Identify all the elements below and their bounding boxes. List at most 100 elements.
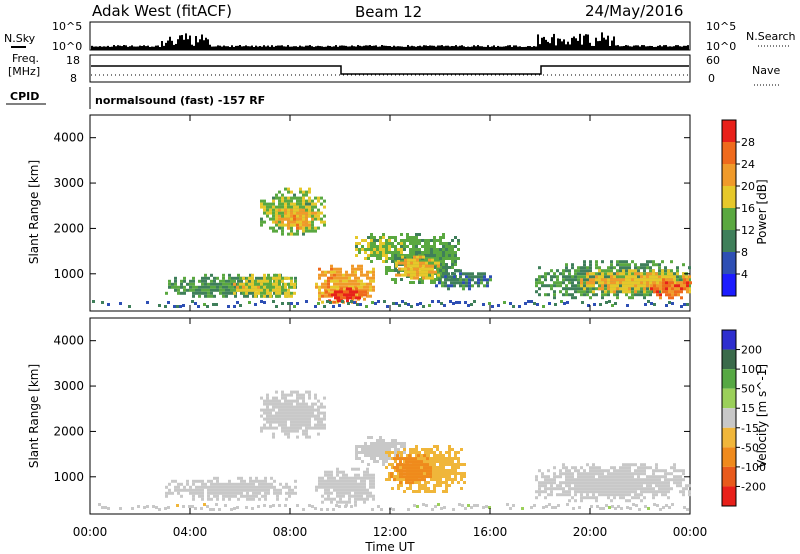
heatmap-cell [433, 236, 436, 239]
heatmap-cell [397, 248, 400, 251]
heatmap-cell [201, 276, 204, 280]
heatmap-cell [293, 408, 296, 412]
heatmap-cell [287, 220, 290, 224]
heatmap-cell [400, 248, 403, 251]
heatmap-cell [293, 411, 296, 415]
heatmap-cell [462, 278, 465, 282]
heatmap-cell [418, 254, 421, 257]
heatmap-cell [302, 393, 305, 397]
heatmap-cell [348, 485, 351, 489]
heatmap-cell [354, 482, 357, 486]
heatmap-cell [415, 233, 418, 236]
heatmap-cell [382, 460, 385, 463]
heatmap-cell [598, 475, 601, 479]
x-tick-label: 00:00 [73, 525, 108, 539]
count-bar [353, 46, 355, 50]
heatmap-cell [278, 276, 281, 280]
heatmap-cell [358, 251, 361, 254]
heatmap-cell [646, 490, 649, 494]
heatmap-cell [417, 469, 420, 473]
heatmap-cell [361, 451, 364, 454]
heatmap-cell [361, 448, 364, 451]
heatmap-cell [664, 472, 667, 476]
count-bar [505, 46, 507, 50]
heatmap-cell [354, 479, 357, 483]
heatmap-cell [308, 411, 311, 415]
heatmap-cell [604, 287, 607, 291]
heatmap-cell [640, 466, 643, 470]
heatmap-cell [296, 399, 299, 403]
heatmap-cell [302, 408, 305, 412]
count-bar [105, 46, 107, 50]
heatmap-cell [405, 475, 408, 479]
colorbar-segment [722, 330, 736, 350]
count-bar [425, 45, 427, 50]
heatmap-cell [388, 472, 391, 475]
count-bar [247, 46, 249, 50]
heatmap-cell [451, 481, 454, 484]
heatmap-cell [577, 269, 580, 273]
colorbar-segment [722, 388, 736, 409]
count-bar [343, 45, 345, 50]
heatmap-cell [379, 451, 382, 454]
count-bar [457, 46, 459, 50]
heatmap-cell [677, 293, 680, 297]
heatmap-cell [315, 488, 318, 492]
heatmap-cell [266, 396, 269, 400]
heatmap-cell [207, 497, 210, 501]
heatmap-cell [454, 257, 457, 260]
heatmap-cell [269, 426, 272, 430]
heatmap-cell [685, 275, 688, 279]
heatmap-cell [601, 493, 604, 497]
count-bar [297, 46, 299, 50]
heatmap-cell [410, 273, 413, 277]
heatmap-cell [613, 284, 616, 288]
y-tick-label: 1000 [53, 267, 84, 281]
heatmap-cell [293, 285, 296, 289]
count-bar [631, 46, 633, 50]
heatmap-cell [363, 500, 366, 504]
count-bar [439, 45, 441, 50]
count-bar [401, 46, 403, 50]
heatmap-cell [357, 282, 360, 286]
heatmap-cell [346, 287, 349, 291]
heatmap-cell [397, 257, 400, 260]
heatmap-cell [589, 260, 592, 264]
heatmap-cell [425, 267, 428, 271]
heatmap-cell [408, 460, 411, 464]
colorbar-tick-label: 15 [741, 402, 755, 415]
heatmap-cell [450, 284, 453, 288]
heatmap-cell [296, 205, 299, 209]
heatmap-cell [407, 264, 410, 268]
heatmap-cell [269, 279, 272, 283]
heatmap-cell [638, 508, 641, 511]
heatmap-cell [622, 493, 625, 497]
heatmap-cell [652, 272, 655, 276]
colorbar-segment [722, 427, 736, 448]
count-bar [601, 32, 603, 50]
count-bar [435, 46, 437, 50]
heatmap-cell [320, 411, 323, 415]
count-bar [361, 46, 363, 50]
heatmap-cell [408, 478, 411, 482]
heatmap-cell [613, 281, 616, 285]
heatmap-cell [308, 396, 311, 400]
heatmap-cell [318, 479, 321, 483]
heatmap-cell [376, 442, 379, 445]
heatmap-cell [230, 279, 233, 283]
count-bar [489, 46, 491, 50]
heatmap-cell [348, 500, 351, 504]
heatmap-cell [414, 469, 417, 473]
heatmap-cell [278, 414, 281, 418]
heatmap-cell [376, 451, 379, 454]
heatmap-cell [566, 301, 569, 304]
heatmap-cell [339, 276, 342, 280]
count-bar [177, 39, 179, 50]
heatmap-cell [650, 287, 653, 291]
heatmap-cell [553, 475, 556, 479]
heatmap-cell [388, 475, 391, 478]
heatmap-cell [219, 482, 222, 486]
heatmap-cell [201, 497, 204, 501]
heatmap-cell [655, 490, 658, 494]
heatmap-cell [562, 487, 565, 491]
